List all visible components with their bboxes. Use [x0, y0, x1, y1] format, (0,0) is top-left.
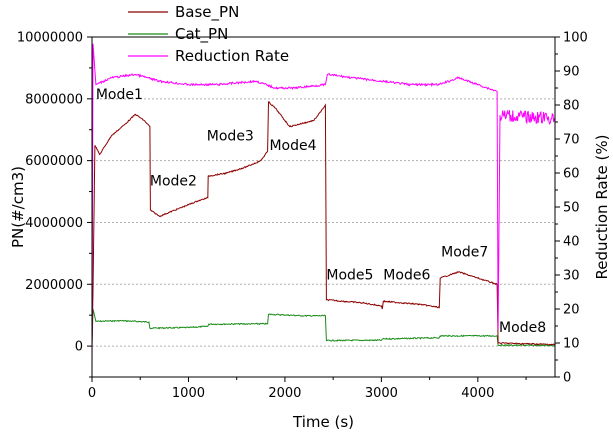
y-axis-left-title: PN(#/cm3)	[9, 166, 27, 248]
y-left-tick-label: 4000000	[25, 216, 83, 231]
y-left-tick-label: 10000000	[17, 31, 83, 46]
x-tick-label: 0	[88, 386, 96, 401]
y-right-tick-label: 10	[563, 337, 580, 352]
y-left-tick-label: 2000000	[25, 278, 83, 293]
mode-label: Mode8	[499, 320, 546, 336]
x-tick-label: 2000	[268, 386, 301, 401]
mode-label: Mode5	[326, 268, 373, 284]
y-right-tick-label: 50	[563, 201, 580, 216]
y-right-tick-label: 40	[563, 235, 580, 250]
x-axis: 0 1000 2000 3000 4000	[88, 377, 527, 401]
legend-label: Base_PN	[175, 3, 239, 22]
y-right-tick-label: 80	[563, 99, 580, 114]
series-layer	[91, 43, 556, 378]
y-axis-right-title: Reduction Rate (%)	[593, 135, 611, 280]
mode-label: Mode6	[383, 268, 430, 284]
y-right-tick-label: 90	[563, 65, 580, 80]
y-right-tick-label: 70	[563, 133, 580, 148]
mode-label: Mode7	[441, 244, 488, 260]
y-axis-right: 0 10 20 30 40 50 60 70 80 90 100	[555, 31, 588, 386]
y-left-tick-label: 0	[75, 340, 83, 355]
y-right-tick-label: 0	[563, 371, 571, 386]
x-tick-label: 1000	[172, 386, 205, 401]
annotations: Mode1 Mode2 Mode3 Mode4 Mode5 Mode6 Mode7 Mode8	[96, 87, 546, 336]
legend-label: Cat_PN	[175, 25, 228, 44]
mode-label: Mode3	[207, 129, 254, 145]
y-right-tick-label: 100	[563, 31, 588, 46]
y-right-tick-label: 20	[563, 303, 580, 318]
mode-label: Mode1	[96, 87, 143, 103]
series-line-reduction-rate	[91, 43, 555, 378]
legend-label: Reduction Rate	[175, 47, 289, 65]
x-tick-label: 4000	[461, 386, 494, 401]
x-axis-title: Time (s)	[292, 413, 354, 431]
legend: Base_PN Cat_PN Reduction Rate	[128, 3, 289, 65]
y-left-tick-label: 8000000	[25, 92, 83, 107]
mode-label: Mode4	[269, 138, 316, 154]
series-line-base-pn	[91, 101, 555, 347]
y-left-tick-label: 6000000	[25, 154, 83, 169]
y-right-tick-label: 30	[563, 269, 580, 284]
series-line-cat-pn	[91, 308, 556, 347]
y-axis-left: 0 2000000 4000000 6000000 8000000 10000000	[17, 31, 92, 378]
grid-lines	[92, 98, 555, 347]
x-tick-label: 3000	[365, 386, 398, 401]
plot-frame	[91, 36, 556, 378]
y-right-tick-label: 60	[563, 167, 580, 182]
mode-label: Mode2	[150, 173, 197, 189]
